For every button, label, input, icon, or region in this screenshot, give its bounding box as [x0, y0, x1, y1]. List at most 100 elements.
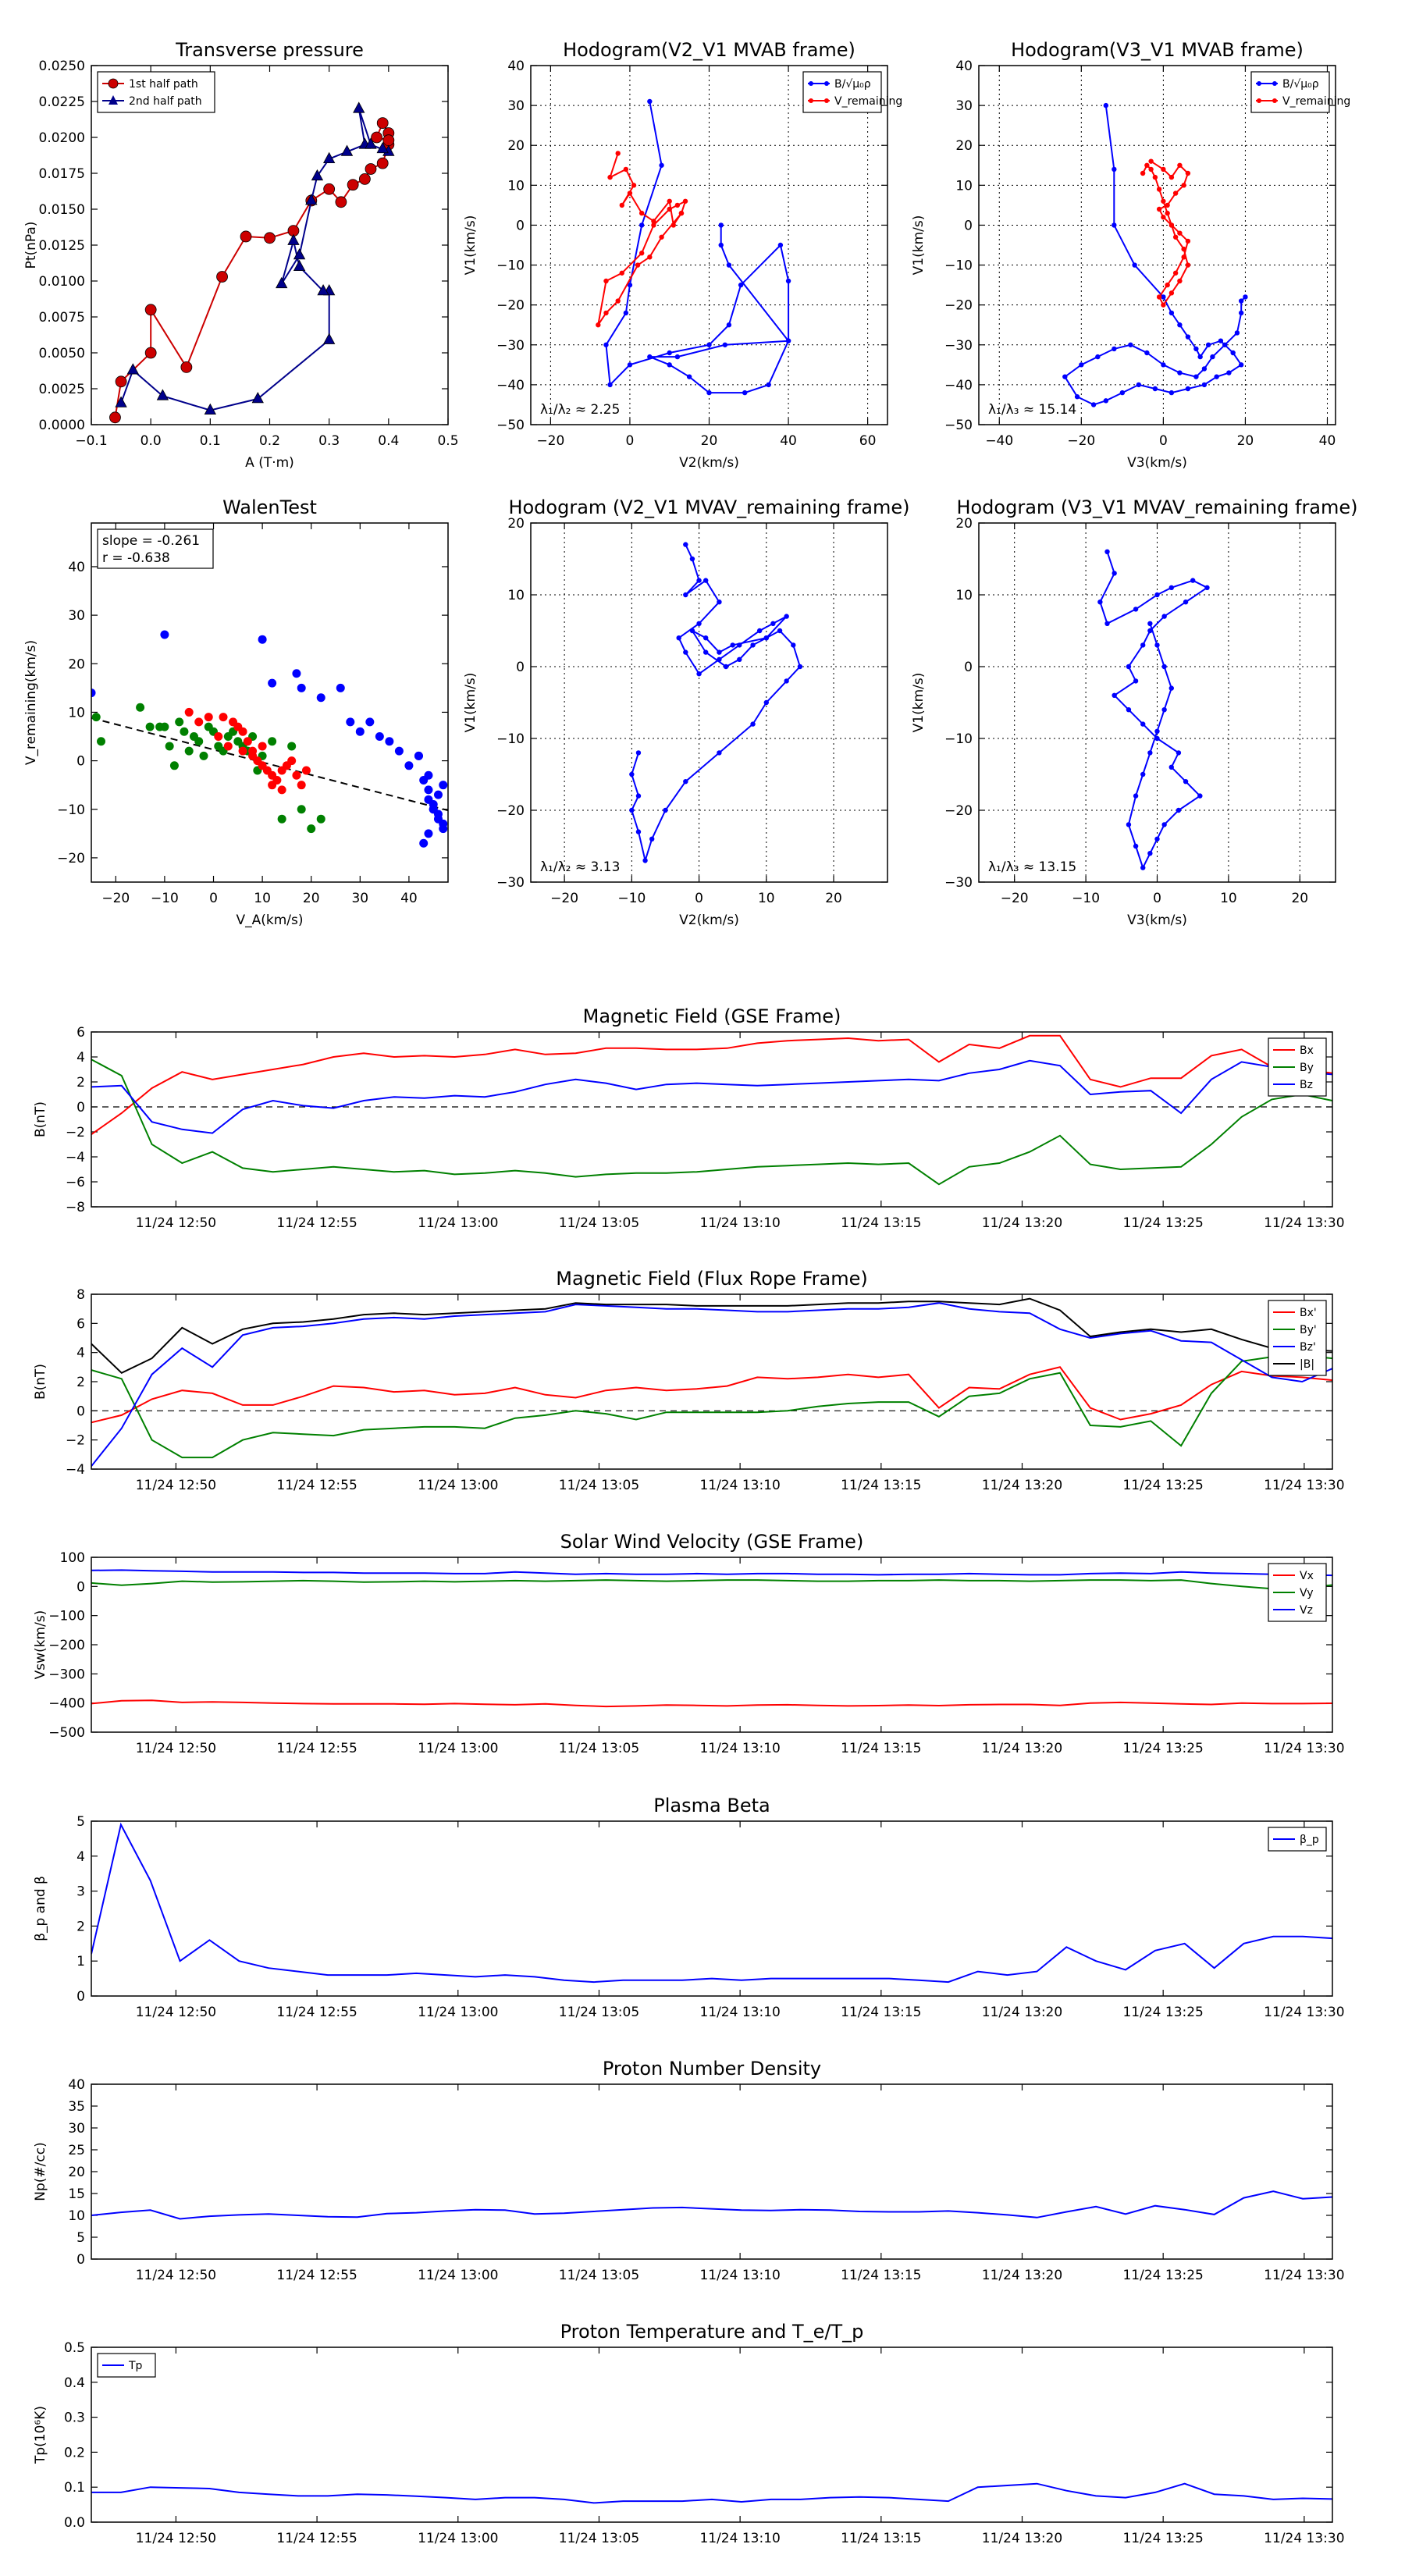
data-point [696, 621, 702, 626]
data-point [1112, 346, 1117, 352]
x-tick-label: 11/24 13:30 [1264, 2531, 1344, 2546]
data-point [240, 230, 252, 243]
data-point [674, 354, 681, 360]
data-point [1095, 354, 1101, 360]
data-point [1112, 166, 1117, 173]
data-point [1152, 386, 1158, 392]
y-tick-label: 0 [76, 1404, 85, 1419]
data-point [169, 761, 179, 770]
y-tick-label: 0.0000 [39, 418, 85, 433]
data-point [1172, 234, 1179, 240]
chart-h31r: Hodogram (V3_V1 MVAV_remaining frame) −30… [911, 496, 1358, 928]
y-tick-label: 35 [68, 2099, 85, 2115]
legend-label: Vz [1300, 1604, 1313, 1617]
y-tick-label: −100 [48, 1609, 85, 1624]
x-tick-label: 20 [303, 891, 320, 906]
data-point [1140, 170, 1146, 176]
data-point [706, 342, 712, 347]
x-tick-label: 0.2 [259, 433, 280, 449]
series-1 [91, 1034, 1332, 1136]
data-point [297, 805, 306, 814]
x-tick-label: 0.0 [140, 433, 162, 449]
data-point [1154, 735, 1160, 742]
x-tick-label: −40 [985, 433, 1013, 449]
legend-label: Vy [1300, 1587, 1314, 1599]
y-tick-label: 0 [76, 2252, 85, 2268]
data-point [376, 117, 389, 130]
data-point [723, 664, 729, 670]
data-point [258, 742, 267, 751]
data-point [1147, 851, 1153, 856]
x-tick-label: 11/24 13:05 [559, 2268, 639, 2283]
data-point [1147, 628, 1153, 634]
x-tick-label: 10 [254, 891, 271, 906]
series-1 [1062, 102, 1248, 407]
data-point [287, 742, 297, 751]
data-point [355, 727, 365, 736]
y-tick-label: 4 [76, 1050, 85, 1066]
data-point [683, 649, 688, 655]
x-tick-label: 11/24 12:50 [136, 1478, 216, 1493]
x-tick-label: 11/24 13:30 [1264, 2268, 1344, 2283]
x-tick-label: 11/24 12:50 [136, 2531, 216, 2546]
data-point [1205, 342, 1211, 347]
x-tick-label: 11/24 13:10 [699, 1741, 780, 1756]
series-line [91, 1302, 1332, 1467]
data-point [335, 196, 347, 208]
x-tick-label: 11/24 13:10 [699, 2531, 780, 2546]
data-point [307, 824, 316, 834]
y-tick-label: −20 [496, 803, 525, 819]
chart-title: Proton Number Density [603, 2058, 821, 2080]
data-point [1161, 198, 1166, 204]
legend-label: B/√μ₀ρ [1282, 78, 1319, 91]
data-point [737, 656, 742, 662]
data-point [292, 669, 301, 678]
data-point [607, 382, 613, 388]
data-point [323, 183, 336, 195]
data-point [702, 578, 709, 583]
data-point [670, 222, 676, 228]
x-tick-label: 11/24 13:20 [982, 2268, 1062, 2283]
data-point [1238, 310, 1244, 316]
data-point [718, 222, 724, 228]
x-tick-label: 0 [626, 433, 635, 449]
data-point [647, 354, 653, 360]
y-tick-label: −8 [66, 1200, 85, 1215]
chart-mag_gse: Magnetic Field (GSE Frame) −8 −6 −4 −2 0 2 4 6 11… [33, 1005, 1345, 1231]
data-point [1193, 374, 1199, 379]
data-point [784, 614, 789, 619]
data-point [365, 717, 375, 727]
y-tick-label: −10 [944, 731, 973, 747]
data-point [1112, 222, 1117, 228]
data-point [1161, 294, 1166, 300]
data-point [1185, 334, 1191, 340]
data-point [1128, 342, 1133, 347]
y-axis-label: V1(km/s) [911, 215, 927, 276]
data-point [1168, 390, 1175, 396]
data-point [1165, 282, 1170, 288]
x-axis-label: V2(km/s) [679, 913, 739, 928]
series-2 [91, 1354, 1332, 1459]
data-point [311, 169, 324, 181]
data-point [229, 717, 238, 727]
data-point [1177, 370, 1183, 375]
chart-title: Magnetic Field (GSE Frame) [583, 1005, 841, 1027]
data-point [603, 278, 609, 284]
y-tick-label: −4 [66, 1462, 85, 1478]
data-point [1168, 222, 1175, 228]
data-point [627, 282, 633, 288]
data-point [651, 222, 656, 228]
data-point [251, 392, 264, 404]
data-point [1140, 642, 1146, 648]
y-tick-label: 10 [955, 178, 973, 194]
series-1 [91, 703, 325, 834]
data-point [293, 259, 306, 272]
data-point [439, 819, 448, 828]
data-point [258, 635, 267, 644]
x-tick-label: 11/24 13:00 [418, 1741, 498, 1756]
x-tick-label: 11/24 13:10 [699, 2005, 780, 2020]
chart-tp: Transverse pressure 0.0000 0.0025 0.0050 0.0… [23, 39, 459, 471]
x-tick-label: −0.1 [75, 433, 107, 449]
data-point [1190, 578, 1196, 583]
